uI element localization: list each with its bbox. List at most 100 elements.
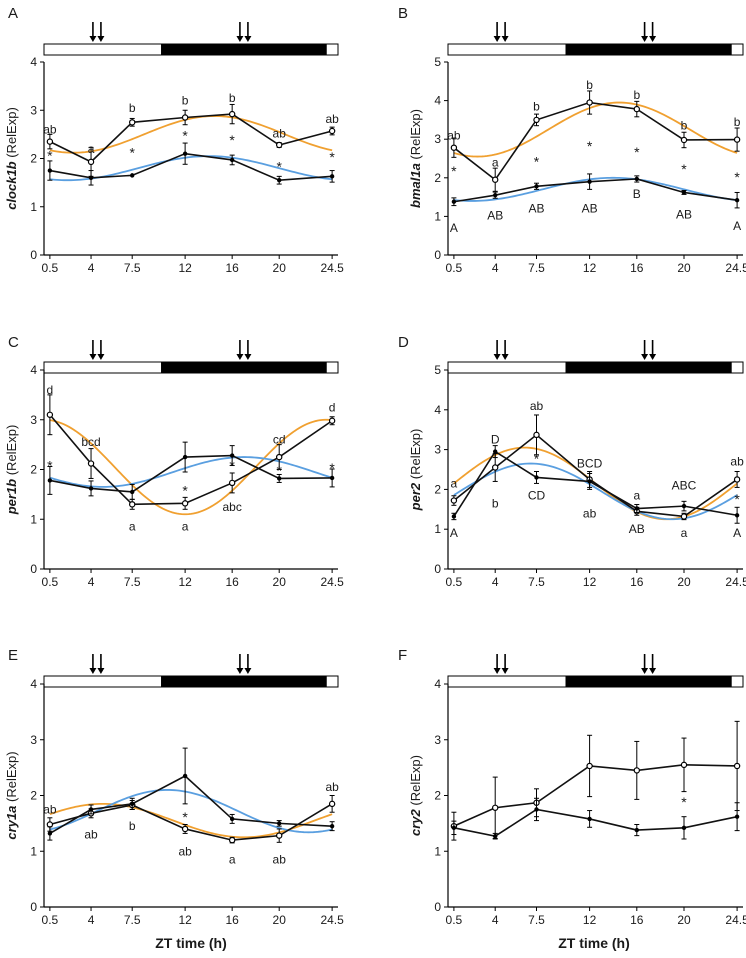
significance-letter: b [633, 88, 640, 102]
data-point [587, 479, 592, 484]
y-tick-label: 2 [434, 171, 441, 185]
significance-letter: ab [530, 399, 544, 413]
y-axis-title: bmal1a (RelExp) [408, 109, 423, 208]
y-tick-label: 3 [30, 733, 37, 747]
upper-series [46, 394, 336, 510]
y-tick-label: 4 [434, 403, 441, 417]
data-point [87, 158, 95, 166]
y-tick-label: 4 [434, 94, 441, 108]
y-tick-label: 2 [434, 789, 441, 803]
feeding-arrow-icon [493, 22, 509, 42]
significance-star: * [634, 144, 640, 160]
data-point [734, 513, 740, 518]
arrow-head [89, 668, 97, 674]
y-tick-label: 4 [30, 363, 37, 377]
y-tick-label: 4 [30, 677, 37, 691]
y-tick-label: 0 [30, 248, 37, 262]
arrow-head [97, 668, 105, 674]
gene-name: cry1a [4, 806, 19, 840]
y-axis-title: per1b (RelExp) [4, 425, 19, 516]
significance-letter: a [229, 853, 236, 867]
light-dark-bar [447, 361, 744, 374]
feeding-arrow-icon [89, 22, 105, 42]
y-tick-label: 5 [434, 363, 441, 377]
light-phase-segment [43, 361, 163, 374]
y-axis-title: per2 (RelExp) [408, 429, 423, 512]
feeding-arrow-icon [236, 22, 252, 42]
significance-letter: a [451, 476, 458, 490]
data-point [492, 804, 499, 811]
data-point [634, 827, 640, 833]
x-tick-label: 7.5 [124, 913, 141, 927]
data-point [276, 832, 283, 839]
data-point [450, 144, 458, 151]
arrow-head [641, 354, 649, 360]
light-phase-segment [447, 43, 567, 56]
significance-star: * [451, 163, 457, 179]
feeding-arrow-icon [89, 340, 105, 360]
arrow-head [493, 354, 501, 360]
y-axis-title: cry2 (RelExp) [408, 755, 423, 836]
y-tick-label: 2 [30, 789, 37, 803]
x-tick-label: 4 [88, 575, 95, 589]
data-point [733, 136, 741, 143]
y-tick-label: 1 [30, 200, 37, 214]
x-tick-label: 4 [492, 261, 499, 275]
significance-star: * [329, 149, 335, 165]
x-tick-label: 12 [178, 575, 192, 589]
light-phase-segment [325, 361, 339, 374]
x-tick-label: 20 [677, 575, 691, 589]
dark-phase-segment [161, 43, 327, 56]
data-point [182, 454, 188, 460]
arrow-head [493, 36, 501, 42]
orange-fit-curve [49, 418, 333, 516]
blue-fit-curve [453, 176, 738, 202]
lower-series [451, 797, 740, 840]
x-tick-label: 24.5 [725, 913, 746, 927]
orange-fit-curve [49, 802, 333, 839]
x-tick-label: 24.5 [725, 261, 746, 275]
x-tick-label: 4 [88, 261, 95, 275]
data-point [329, 174, 335, 179]
x-tick-label: 12 [178, 261, 192, 275]
x-tick-label: 0.5 [42, 575, 59, 589]
significance-letter: A [450, 221, 458, 235]
significance-star: * [182, 482, 188, 498]
data-point [88, 486, 94, 491]
data-point [229, 453, 235, 458]
x-tick-label: 20 [677, 913, 691, 927]
y-axis-unit: (RelExp) [4, 107, 19, 161]
y-tick-label: 3 [434, 443, 441, 457]
significance-letter: b [734, 115, 741, 129]
panel-letter: D [398, 334, 409, 351]
series-line [453, 764, 738, 827]
significance-letter: b [681, 119, 688, 133]
x-tick-label: 7.5 [528, 575, 545, 589]
dark-phase-segment [161, 675, 327, 688]
y-tick-label: 5 [434, 55, 441, 69]
significance-letter: ab [43, 802, 57, 816]
data-point [229, 816, 235, 822]
x-tick-label: 7.5 [124, 261, 141, 275]
y-tick-label: 1 [30, 512, 37, 526]
x-tick-label: 20 [677, 261, 691, 275]
data-point [328, 127, 336, 135]
feeding-arrow-icon [641, 340, 657, 360]
data-point [276, 453, 283, 461]
arrow-head [649, 354, 657, 360]
light-phase-segment [325, 675, 339, 688]
x-axis-title-right: ZT time (h) [558, 935, 630, 951]
arrow-head [244, 668, 252, 674]
data-point [681, 503, 687, 509]
lower-series [47, 747, 335, 841]
dark-phase-segment [565, 43, 732, 56]
y-tick-label: 4 [434, 677, 441, 691]
x-tick-label: 12 [583, 261, 597, 275]
data-point [328, 800, 336, 808]
